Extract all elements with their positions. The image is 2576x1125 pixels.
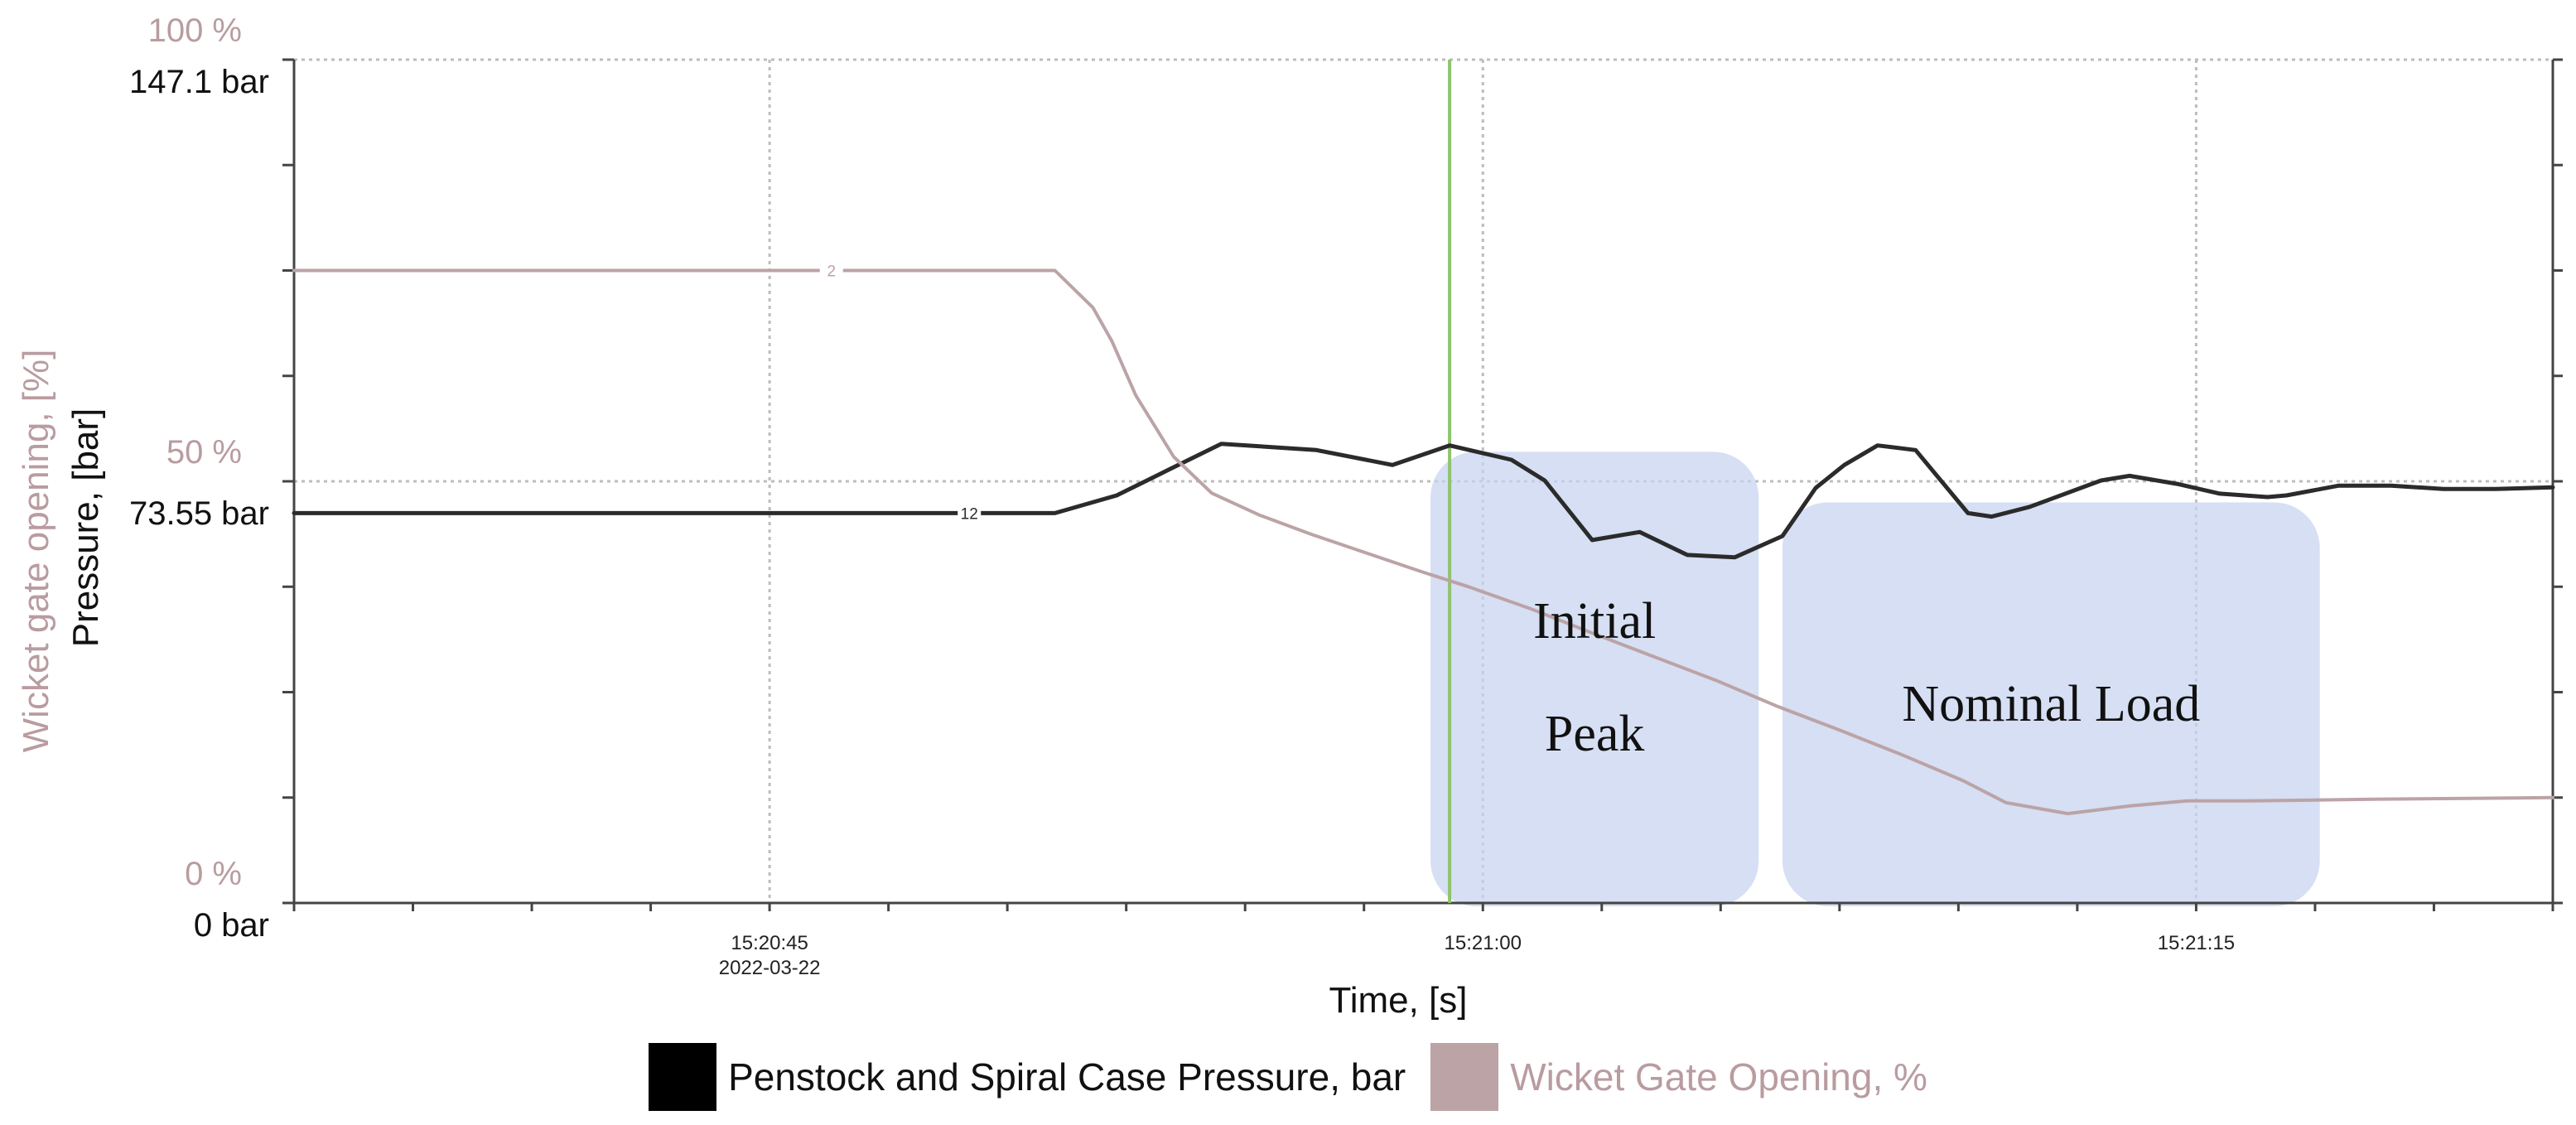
- highlight-regions: [1430, 451, 2320, 906]
- y-axis-title-pressure: Pressure, [bar]: [65, 408, 106, 648]
- series: 12 2: [292, 60, 2555, 903]
- region-label-1-0: Nominal Load: [1902, 676, 2200, 732]
- series-line-gate: [292, 268, 2554, 816]
- legend-swatch-pressure: [649, 1043, 717, 1111]
- region-labels: Initial Peak Nominal Load: [1533, 593, 2200, 762]
- y-tick-label-gate-0: 100 %: [148, 12, 242, 49]
- y-tick-label-pressure-1: 73.55 bar: [129, 495, 269, 532]
- x-tick-label-1: 15:21:00: [1445, 932, 1522, 954]
- y-tick-label-pressure-0: 147.1 bar: [129, 64, 269, 100]
- series-marker-bg-pressure: [958, 505, 982, 522]
- y-axis-title-gate: Wicket gate opening, [%]: [16, 350, 56, 753]
- legend-label-pressure: Penstock and Spiral Case Pressure, bar: [728, 1055, 1406, 1098]
- legend-item-gate: Wicket Gate Opening, %: [1430, 1043, 1927, 1111]
- series-marker-label-pressure: 12: [961, 505, 978, 523]
- region-label-0-1: Peak: [1545, 706, 1645, 762]
- y-tick-label-gate-2: 0 %: [185, 856, 242, 892]
- axes: 147.1 bar 73.55 bar 0 bar 100 % 50 % 0 % 15:20…: [129, 12, 2563, 979]
- highlight-region-0: [1430, 451, 1759, 906]
- y-tick-label-pressure-2: 0 bar: [194, 907, 269, 944]
- y-tick-label-gate-1: 50 %: [166, 434, 242, 471]
- legend-label-gate: Wicket Gate Opening, %: [1510, 1055, 1927, 1098]
- x-tick-sublabel-0: 2022-03-22: [719, 957, 821, 979]
- series-marker-bg-gate: [819, 262, 843, 279]
- legend-item-pressure: Penstock and Spiral Case Pressure, bar: [649, 1043, 1406, 1111]
- legend: Penstock and Spiral Case Pressure, bar W…: [0, 1040, 2576, 1114]
- legend-swatch-gate: [1430, 1043, 1499, 1111]
- series-marker-label-gate: 2: [827, 263, 836, 281]
- chart: 147.1 bar 73.55 bar 0 bar 100 % 50 % 0 % 15:20…: [16, 12, 2563, 1021]
- x-axis-title: Time, [s]: [1329, 980, 1467, 1021]
- region-label-0-0: Initial: [1533, 593, 1656, 649]
- x-tick-label-0: 15:20:45: [731, 932, 808, 954]
- highlight-region-1: [1782, 502, 2320, 906]
- series-line-pressure: [292, 442, 2555, 560]
- x-tick-label-2: 15:21:15: [2158, 932, 2235, 954]
